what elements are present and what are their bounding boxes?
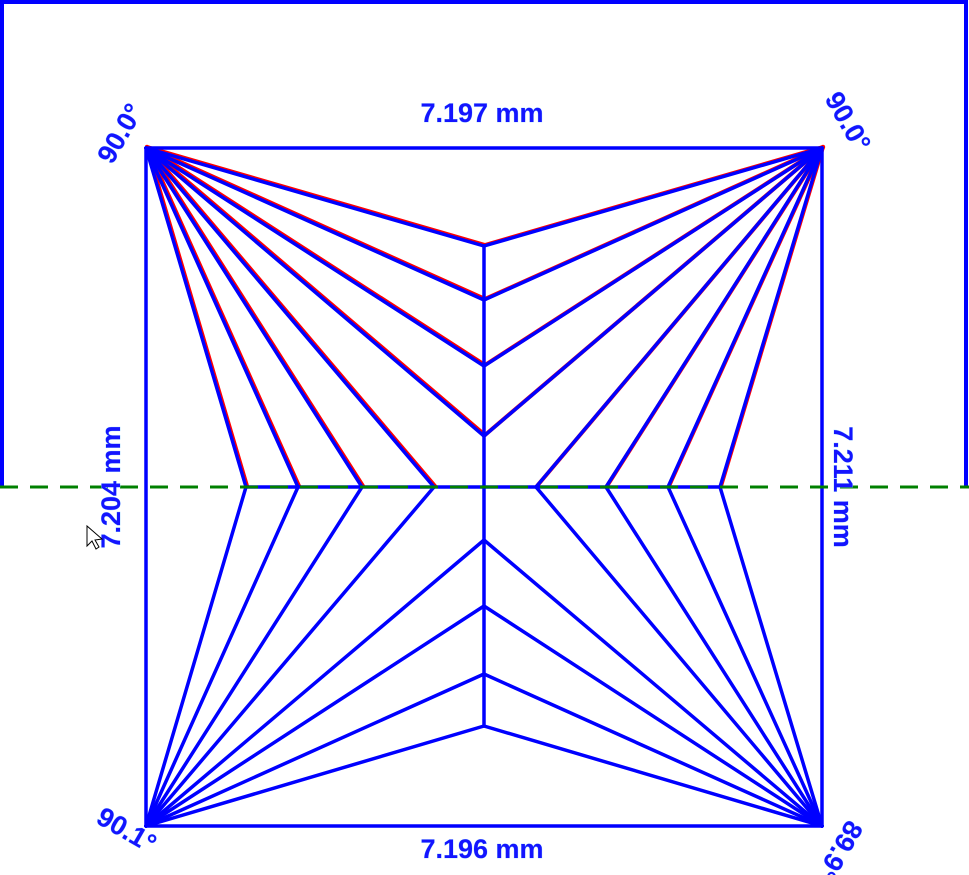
measured-line xyxy=(144,146,486,302)
measured-line xyxy=(482,538,824,828)
bottom-length-label: 7.196 mm xyxy=(420,834,543,864)
measured-line xyxy=(666,485,824,828)
measured-line xyxy=(666,146,824,489)
arrow-pointer-icon xyxy=(86,524,104,550)
measured-line xyxy=(482,146,824,248)
measured-line xyxy=(718,485,824,828)
measured-line xyxy=(604,485,824,828)
left-length-label: 7.204 mm xyxy=(96,425,126,548)
measured-line xyxy=(482,146,824,302)
measured-line xyxy=(144,146,436,489)
measured-line xyxy=(144,146,486,368)
measured-line xyxy=(534,146,824,489)
measured-line xyxy=(482,724,824,828)
measured-line xyxy=(144,724,486,828)
outer-frame xyxy=(0,0,968,487)
measured-line xyxy=(482,146,824,368)
measured-line xyxy=(144,485,436,828)
angle-top-left: 90.0° xyxy=(91,99,149,169)
measured-line xyxy=(534,485,824,828)
measured-line xyxy=(144,146,364,489)
measured-line xyxy=(482,604,824,828)
measured-line xyxy=(144,146,486,248)
top-length-label: 7.197 mm xyxy=(420,98,543,128)
measured-line xyxy=(482,672,824,828)
measured-line xyxy=(144,672,486,828)
right-length-label: 7.211 mm xyxy=(828,426,858,548)
measured-line xyxy=(718,146,824,489)
measured-line xyxy=(482,146,824,438)
measured-line xyxy=(144,538,486,828)
measured-line xyxy=(144,146,248,489)
measured-line xyxy=(144,485,248,828)
measured-line xyxy=(144,485,364,828)
measured-line xyxy=(144,146,486,438)
measured-line xyxy=(604,146,824,489)
measured-line xyxy=(144,604,486,828)
measured-line xyxy=(144,485,300,828)
angle-top-right: 90.0° xyxy=(819,87,877,157)
measured-line xyxy=(144,146,300,489)
